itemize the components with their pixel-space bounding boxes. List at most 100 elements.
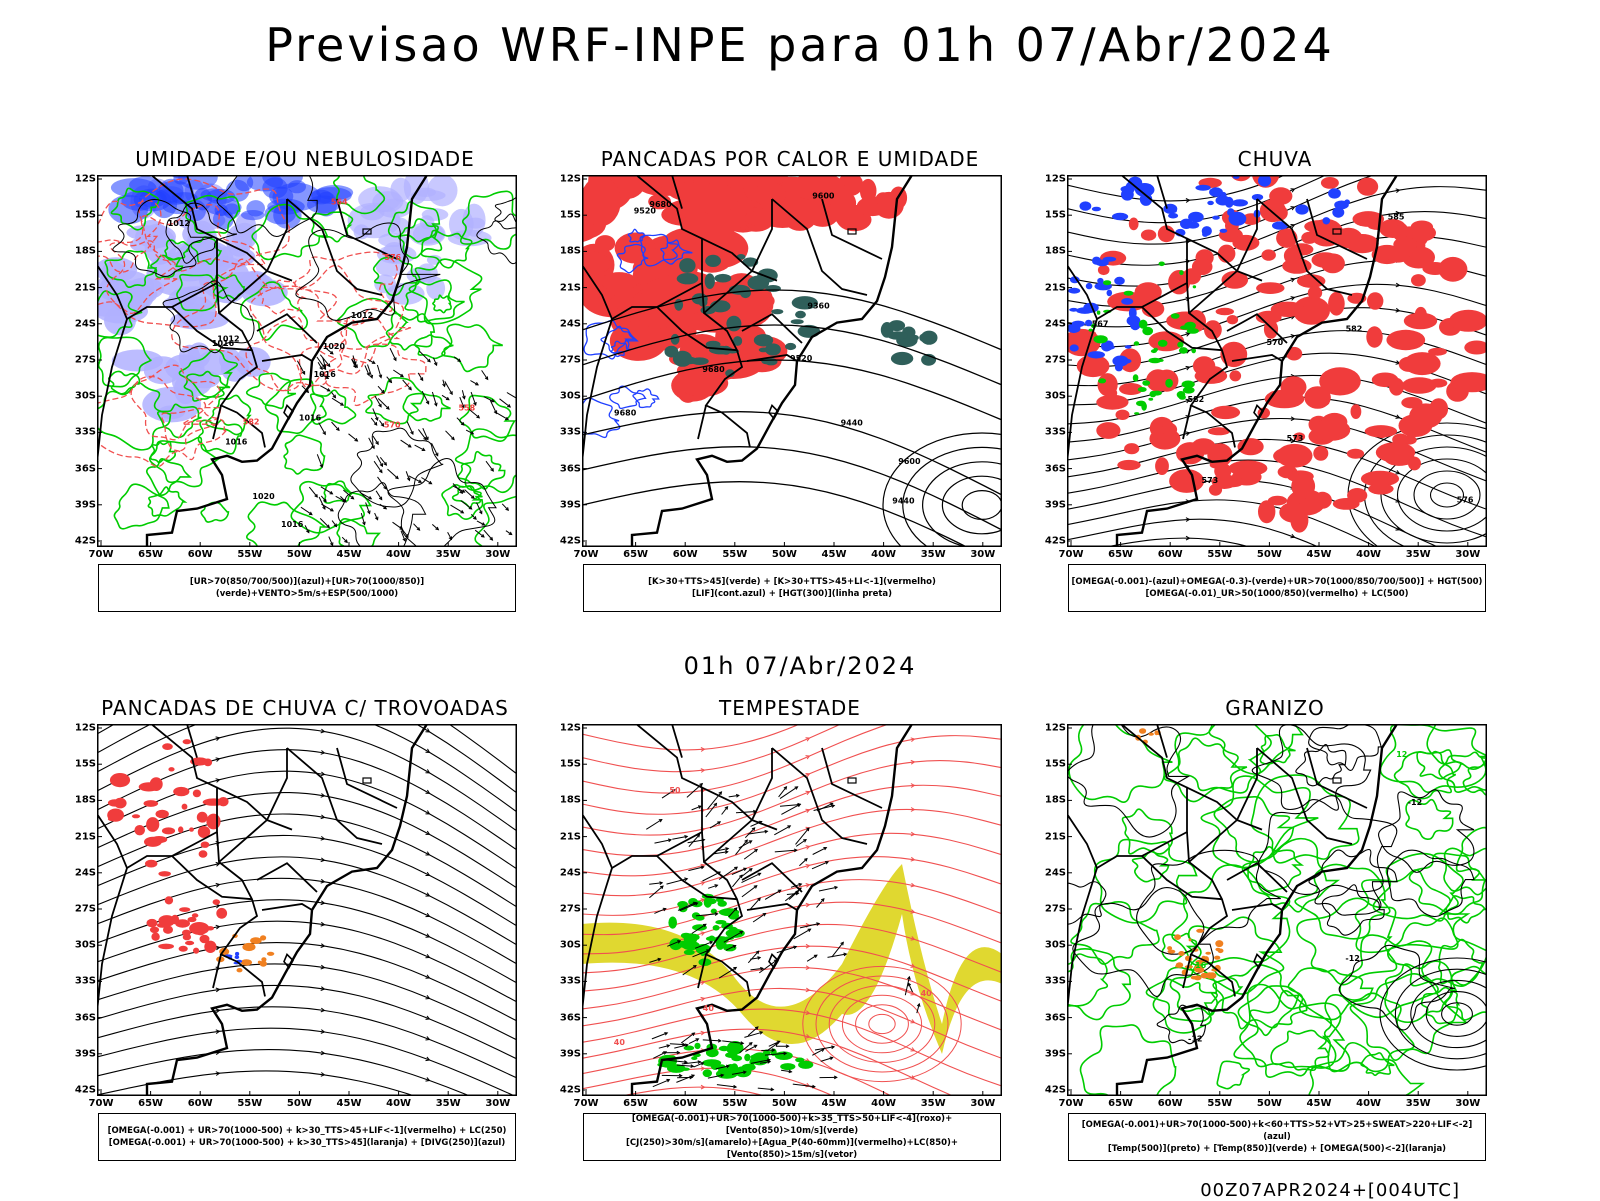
rain-shading xyxy=(1209,484,1222,496)
heat-shower-shading xyxy=(782,198,818,231)
wind-vector xyxy=(482,370,488,379)
contour-label: 1016 xyxy=(281,520,304,529)
rain-shading xyxy=(1098,265,1110,275)
lon-tick-label: 40W xyxy=(1356,1098,1381,1109)
lat-tick-label: 39S xyxy=(560,499,581,510)
lat-tick-label: 15S xyxy=(1045,759,1066,770)
omega-shading xyxy=(1176,962,1183,968)
omega-shading xyxy=(1229,212,1247,226)
low-level-wind-shading xyxy=(751,1052,769,1065)
lon-tick-label: 30W xyxy=(970,549,995,560)
temperature-850-contour xyxy=(1172,865,1289,965)
rain-shading xyxy=(1429,398,1448,419)
low-level-humidity-contour xyxy=(337,299,406,348)
temperature-500-contour xyxy=(1379,790,1474,873)
temperature-850-contour xyxy=(1388,918,1487,986)
omega-shading xyxy=(1092,207,1101,212)
rain-shading xyxy=(1169,469,1204,493)
low-level-humidity-contour xyxy=(475,496,517,547)
contour-label: -12 xyxy=(1188,1034,1202,1043)
rain-shading xyxy=(1367,292,1383,310)
lon-tick-label: 55W xyxy=(722,549,747,560)
wind-vector xyxy=(819,887,837,891)
wind-vector xyxy=(368,365,373,378)
omega-shading xyxy=(1215,948,1220,951)
contour-label: 1016 xyxy=(212,339,235,348)
temperature-500-contour xyxy=(1252,725,1370,810)
thunderstorm-shading xyxy=(206,814,220,830)
heat-shower-shading xyxy=(876,192,892,206)
lon-tick-label: 60W xyxy=(1158,549,1183,560)
contour-label: 1020 xyxy=(323,342,346,351)
wind-vector xyxy=(446,431,455,440)
political-border xyxy=(1187,788,1237,820)
thunderstorm-shading xyxy=(218,797,229,806)
political-border xyxy=(1232,904,1282,910)
wind-vector xyxy=(418,429,426,439)
lon-tick-label: 30W xyxy=(485,1098,510,1109)
rain-shading xyxy=(1365,425,1397,437)
thunderstorm-shading xyxy=(151,836,167,843)
omega-shading xyxy=(1225,197,1234,208)
lon-tick-label: 60W xyxy=(673,549,698,560)
omega-shading xyxy=(1118,359,1131,364)
lat-tick-label: 33S xyxy=(1045,976,1066,987)
map-canvas xyxy=(97,724,517,1096)
legend-line-2: [OMEGA(-0.001) + UR>70(1000-500) + k>30_… xyxy=(109,1137,505,1149)
contour-label: 9520 xyxy=(790,354,813,363)
omega-strong-shading xyxy=(1097,311,1101,315)
heat-shower-shading xyxy=(754,182,786,207)
rain-shading xyxy=(1408,457,1421,471)
thunderstorm-shading xyxy=(150,927,159,933)
streamline xyxy=(582,724,1002,793)
panel-title: GRANIZO xyxy=(1040,696,1510,720)
wind-vector xyxy=(722,807,728,815)
lat-tick-label: 39S xyxy=(75,1048,96,1059)
low-level-wind-shading xyxy=(694,1043,700,1049)
lon-tick-label: 55W xyxy=(237,549,262,560)
omega-shading xyxy=(1125,345,1132,349)
rain-shading xyxy=(1389,378,1404,396)
rain-shading xyxy=(1204,320,1222,339)
heat-shower-shading xyxy=(833,191,857,216)
wind-vector xyxy=(377,456,383,467)
wind-vector xyxy=(376,491,382,500)
lat-tick-label: 27S xyxy=(75,904,96,915)
contour-label: 573 xyxy=(1287,434,1304,443)
omega-strong-shading xyxy=(1134,341,1140,345)
rain-shading xyxy=(1124,443,1139,454)
instability-shading xyxy=(715,274,732,283)
lon-tick-label: 30W xyxy=(1455,1098,1480,1109)
rain-shading xyxy=(1129,218,1139,231)
low-level-wind-shading xyxy=(668,917,677,929)
omega-shading xyxy=(1068,288,1080,294)
thunderstorm-shading xyxy=(183,739,192,744)
lat-tick-label: 36S xyxy=(75,463,96,474)
wind-vector xyxy=(703,1040,721,1041)
wind-vector xyxy=(507,393,517,400)
lat-tick-label: 33S xyxy=(1045,427,1066,438)
temperature-850-contour xyxy=(1069,724,1172,802)
panel-legend: [K>30+TTS>45](verde) + [K>30+TTS>45+LI<-… xyxy=(583,564,1001,612)
wind-vector xyxy=(736,812,756,813)
contour-label: 9440 xyxy=(892,497,915,506)
lat-tick-label: 12S xyxy=(1045,174,1066,185)
omega-shading xyxy=(1202,232,1208,237)
lon-tick-label: 50W xyxy=(287,1098,312,1109)
geopotential-height-contour xyxy=(883,433,1002,547)
heat-shower-shading xyxy=(601,272,637,291)
omega-shading xyxy=(1168,213,1178,219)
heat-shower-shading xyxy=(700,190,731,215)
thunderstorm-shading xyxy=(182,804,188,810)
map-canvas: 1012101610201012101610121016102010161016… xyxy=(97,175,517,547)
omega-strong-shading xyxy=(1093,335,1107,343)
low-level-wind-shading xyxy=(706,937,715,941)
heat-shower-shading xyxy=(582,177,621,227)
instability-shading xyxy=(759,348,769,353)
lat-tick-label: 27S xyxy=(75,355,96,366)
omega-shading xyxy=(1067,323,1080,333)
omega-shading xyxy=(1195,185,1210,191)
